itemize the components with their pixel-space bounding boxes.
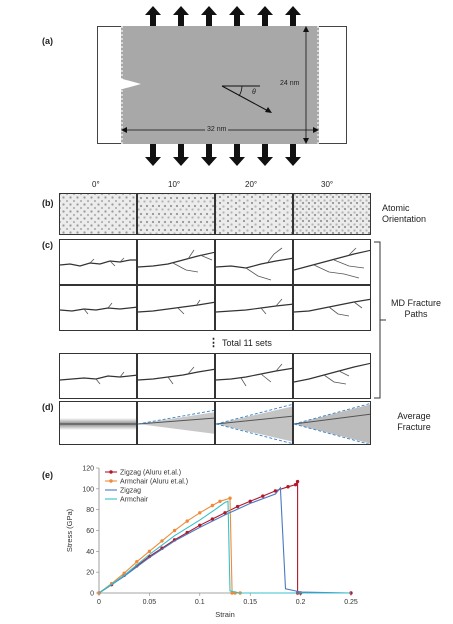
series-point-0 — [293, 482, 298, 487]
average-fracture-20deg — [215, 401, 293, 445]
x-tick-label: 0.1 — [195, 599, 205, 606]
panel-e-label: (e) — [42, 470, 53, 480]
lattice-20deg — [215, 193, 293, 235]
panel-c-label: (c) — [42, 240, 53, 250]
series-point-0 — [210, 517, 215, 521]
fracture-path-set11-30deg — [293, 353, 371, 399]
series-point-1 — [198, 511, 202, 515]
y-tick-label: 40 — [86, 549, 94, 556]
series-point-0 — [235, 504, 240, 509]
fracture-path-set1-10deg — [137, 239, 215, 285]
series-point-1 — [172, 528, 177, 533]
x-axis-title: Strain — [215, 610, 235, 619]
angle-header-0: 0° — [92, 180, 100, 189]
angle-theta: θ — [252, 89, 256, 96]
panel-d-label: (d) — [42, 402, 54, 412]
fracture-path-set11-10deg — [137, 353, 215, 399]
fracture-path-set1-20deg — [215, 239, 293, 285]
lattice-0deg — [59, 193, 137, 235]
fracture-paths-bracket — [374, 241, 386, 399]
average-fracture-0deg — [59, 401, 137, 445]
series-point-1 — [228, 496, 232, 500]
tension-arrows-top — [145, 6, 301, 28]
md-fracture-paths-label: MD Fracture Paths — [390, 298, 441, 319]
initial-crack — [119, 78, 141, 90]
y-tick-label: 120 — [82, 466, 94, 473]
width-label: 32 nm — [205, 126, 229, 133]
fracture-path-set2-10deg — [137, 285, 215, 331]
atomic-orientation-label: Atomic Orientation — [382, 203, 427, 224]
legend-marker-0 — [109, 470, 113, 474]
stress-strain-chart: 0 20 40 60 80 100 120 0 0.05 0.1 0.15 0.2 0.25 Strain… — [65, 466, 358, 620]
lattice-30deg — [293, 193, 371, 235]
lattice-10deg — [137, 193, 215, 235]
x-tick-label: 0.2 — [296, 599, 306, 606]
panel-a-label: (a) — [42, 36, 53, 46]
average-fracture-label: Average Fracture — [397, 411, 431, 432]
x-tick-label: 0 — [97, 599, 101, 606]
total-sets-label: Total 11 sets — [222, 338, 272, 348]
series-line-2 — [98, 486, 352, 594]
fracture-path-set1-30deg — [293, 239, 371, 285]
series-point-0 — [248, 499, 252, 504]
tension-arrows-bottom — [145, 144, 301, 166]
y-tick-label: 0 — [90, 591, 94, 598]
ellipsis-dots: ⋮ — [208, 337, 219, 349]
series-point-0 — [295, 479, 300, 484]
y-tick-label: 100 — [82, 486, 94, 493]
series-point-0 — [261, 494, 265, 498]
series-point-0 — [223, 511, 227, 515]
legend-entry-0: Zigzag (Aluru et.al.) — [120, 470, 181, 477]
series-line-3 — [98, 500, 351, 594]
angle-indicator — [221, 85, 272, 113]
y-tick-label: 80 — [86, 507, 94, 514]
series-point-1 — [210, 503, 215, 508]
x-tick-label: 0.05 — [143, 599, 157, 606]
angle-header-20: 20° — [245, 180, 258, 189]
height-label: 24 nm — [280, 80, 300, 87]
average-fracture-30deg — [293, 401, 371, 445]
legend-entry-3: Armchair — [120, 497, 149, 504]
y-axis-title: Stress (GPa) — [65, 508, 74, 552]
series-point-1 — [147, 549, 152, 554]
legend-entry-2: Zigzag — [120, 488, 141, 495]
x-tick-label: 0.15 — [243, 599, 257, 606]
series-point-1 — [230, 591, 234, 595]
fracture-path-set2-30deg — [293, 285, 371, 331]
fracture-path-set2-0deg — [59, 285, 137, 331]
fracture-path-set1-0deg — [59, 239, 137, 285]
fracture-path-set11-20deg — [215, 353, 293, 399]
legend-marker-1 — [109, 479, 113, 483]
series-point-1 — [160, 539, 164, 543]
angle-header-30: 30° — [321, 180, 334, 189]
series-point-0 — [286, 485, 290, 489]
y-tick-label: 20 — [86, 570, 94, 577]
x-tick-label: 0.25 — [344, 599, 358, 606]
average-fracture-10deg — [137, 401, 215, 445]
angle-header-10: 10° — [168, 180, 181, 189]
y-tick-label: 60 — [86, 528, 94, 535]
height-dimension — [303, 26, 309, 144]
fracture-path-set2-20deg — [215, 285, 293, 331]
panel-b-label: (b) — [42, 198, 54, 208]
series-point-0 — [198, 523, 202, 527]
legend-entry-1: Armchair (Aluru et.al.) — [120, 479, 188, 486]
series-point-1 — [185, 519, 189, 523]
fracture-path-set11-0deg — [59, 353, 137, 399]
series-point-1 — [218, 499, 222, 504]
series-point-0 — [273, 489, 278, 493]
series-point-1 — [135, 560, 139, 564]
